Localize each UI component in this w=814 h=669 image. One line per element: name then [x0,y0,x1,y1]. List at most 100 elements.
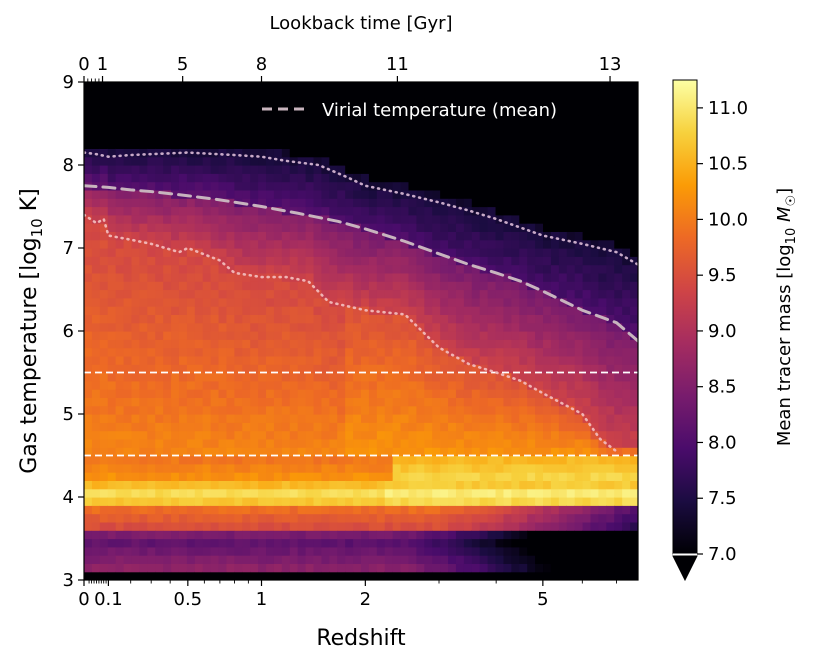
heatmap-cell [432,538,441,548]
heatmap-cell [471,430,481,440]
heatmap-cell [115,264,125,274]
heatmap-cell [479,530,489,540]
heatmap-cell [432,289,441,299]
heatmap-cell [527,173,536,183]
heatmap-cell [550,198,560,208]
heatmap-cell [392,364,402,374]
heatmap-cell [503,115,512,125]
heatmap-cell [455,397,465,407]
heatmap-cell [289,331,299,340]
heatmap-cell [345,156,354,166]
heatmap-cell [131,189,140,199]
heatmap-cell [91,106,101,116]
heatmap-cell [353,297,362,307]
heatmap-cell [368,98,378,108]
heatmap-cell [337,123,346,133]
heatmap-cell [194,414,204,423]
heatmap-cell [329,472,338,481]
heatmap-cell [503,198,512,208]
heatmap-cell [511,463,520,473]
heatmap-cell [353,563,362,573]
heatmap-cell [440,198,449,208]
heatmap-cell [131,364,140,374]
heatmap-cell [210,115,220,125]
heatmap-cell [163,156,172,166]
heatmap-cell [163,472,172,481]
heatmap-cell [353,214,362,224]
heatmap-cell [297,347,307,357]
heatmap-cell [226,389,235,398]
heatmap-cell [115,331,125,340]
heatmap-cell [598,488,607,498]
heatmap-cell [297,214,307,224]
heatmap-cell [91,472,101,481]
heatmap-cell [598,239,607,249]
heatmap-cell [455,98,465,108]
heatmap-cell [273,513,283,523]
heatmap-cell [416,380,425,390]
heatmap-cell [582,355,592,365]
heatmap-cell [107,347,117,357]
heatmap-cell [440,98,449,108]
heatmap-cell [226,297,235,307]
heatmap-cell [84,156,93,166]
heatmap-cell [297,331,307,340]
heatmap-cell [91,422,101,432]
heatmap-cell [250,331,259,340]
heatmap-cell [630,140,638,149]
heatmap-cell [400,239,410,249]
heatmap-cell [558,140,568,149]
heatmap-cell [281,389,291,398]
heatmap-cell [202,181,212,191]
heatmap-cell [511,281,520,291]
heatmap-cell [550,256,560,266]
heatmap-cell [258,264,267,274]
heatmap-cell [155,256,164,266]
heatmap-cell [266,555,275,564]
heatmap-cell [440,115,449,125]
heatmap-cell [266,438,275,448]
heatmap-cell [455,322,465,332]
heatmap-cell [408,430,417,440]
heatmap-cell [289,505,299,515]
heatmap-cell [392,380,402,390]
heatmap-cell [313,455,323,465]
heatmap-cell [289,181,299,191]
heatmap-cell [384,331,394,340]
heatmap-cell [202,438,212,448]
heatmap-cell [574,521,584,531]
heatmap-cell [84,521,93,531]
heatmap-cell [250,140,259,149]
heatmap-cell [99,98,109,108]
heatmap-cell [163,546,172,556]
heatmap-cell [566,156,576,166]
heatmap-cell [353,488,362,498]
heatmap-cell [289,447,299,457]
heatmap-cell [558,513,568,523]
heatmap-cell [273,414,283,423]
heatmap-cell [566,455,576,465]
heatmap-cell [455,106,465,116]
heatmap-cell [345,380,354,390]
heatmap-cell [242,289,251,299]
heatmap-cell [558,90,568,100]
heatmap-cell [139,372,148,382]
heatmap-cell [131,505,140,515]
heatmap-cell [186,140,196,149]
heatmap-cell [432,148,441,158]
heatmap-cell [463,297,473,307]
heatmap-cell [598,206,607,216]
heatmap-cell [131,306,140,315]
heatmap-cell [416,297,425,307]
heatmap-cell [258,455,267,465]
heatmap-cell [543,497,552,506]
heatmap-cell [297,115,307,125]
heatmap-cell [361,430,370,440]
heatmap-cell [519,189,528,199]
heatmap-cell [519,297,528,307]
heatmap-cell [266,521,275,531]
heatmap-cell [178,248,188,257]
heatmap-cell [558,355,568,365]
heatmap-cell [392,239,402,249]
heatmap-cell [84,223,93,232]
